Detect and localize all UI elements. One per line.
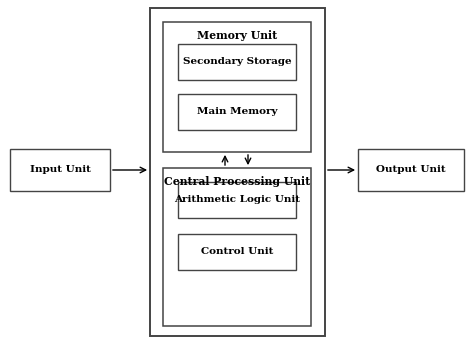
FancyBboxPatch shape <box>178 234 296 270</box>
FancyBboxPatch shape <box>163 168 311 326</box>
FancyBboxPatch shape <box>358 149 464 191</box>
FancyBboxPatch shape <box>178 44 296 80</box>
FancyBboxPatch shape <box>178 182 296 218</box>
Text: Main Memory: Main Memory <box>197 107 277 117</box>
FancyBboxPatch shape <box>163 22 311 152</box>
FancyBboxPatch shape <box>178 94 296 130</box>
FancyBboxPatch shape <box>150 8 325 336</box>
Text: Central Processing Unit: Central Processing Unit <box>164 176 310 187</box>
Text: Arithmetic Logic Unit: Arithmetic Logic Unit <box>174 195 300 204</box>
Text: Memory Unit: Memory Unit <box>197 30 277 41</box>
FancyBboxPatch shape <box>10 149 110 191</box>
Text: Input Unit: Input Unit <box>29 165 91 174</box>
Text: Control Unit: Control Unit <box>201 247 273 257</box>
Text: Output Unit: Output Unit <box>376 165 446 174</box>
Text: Secondary Storage: Secondary Storage <box>182 57 292 66</box>
